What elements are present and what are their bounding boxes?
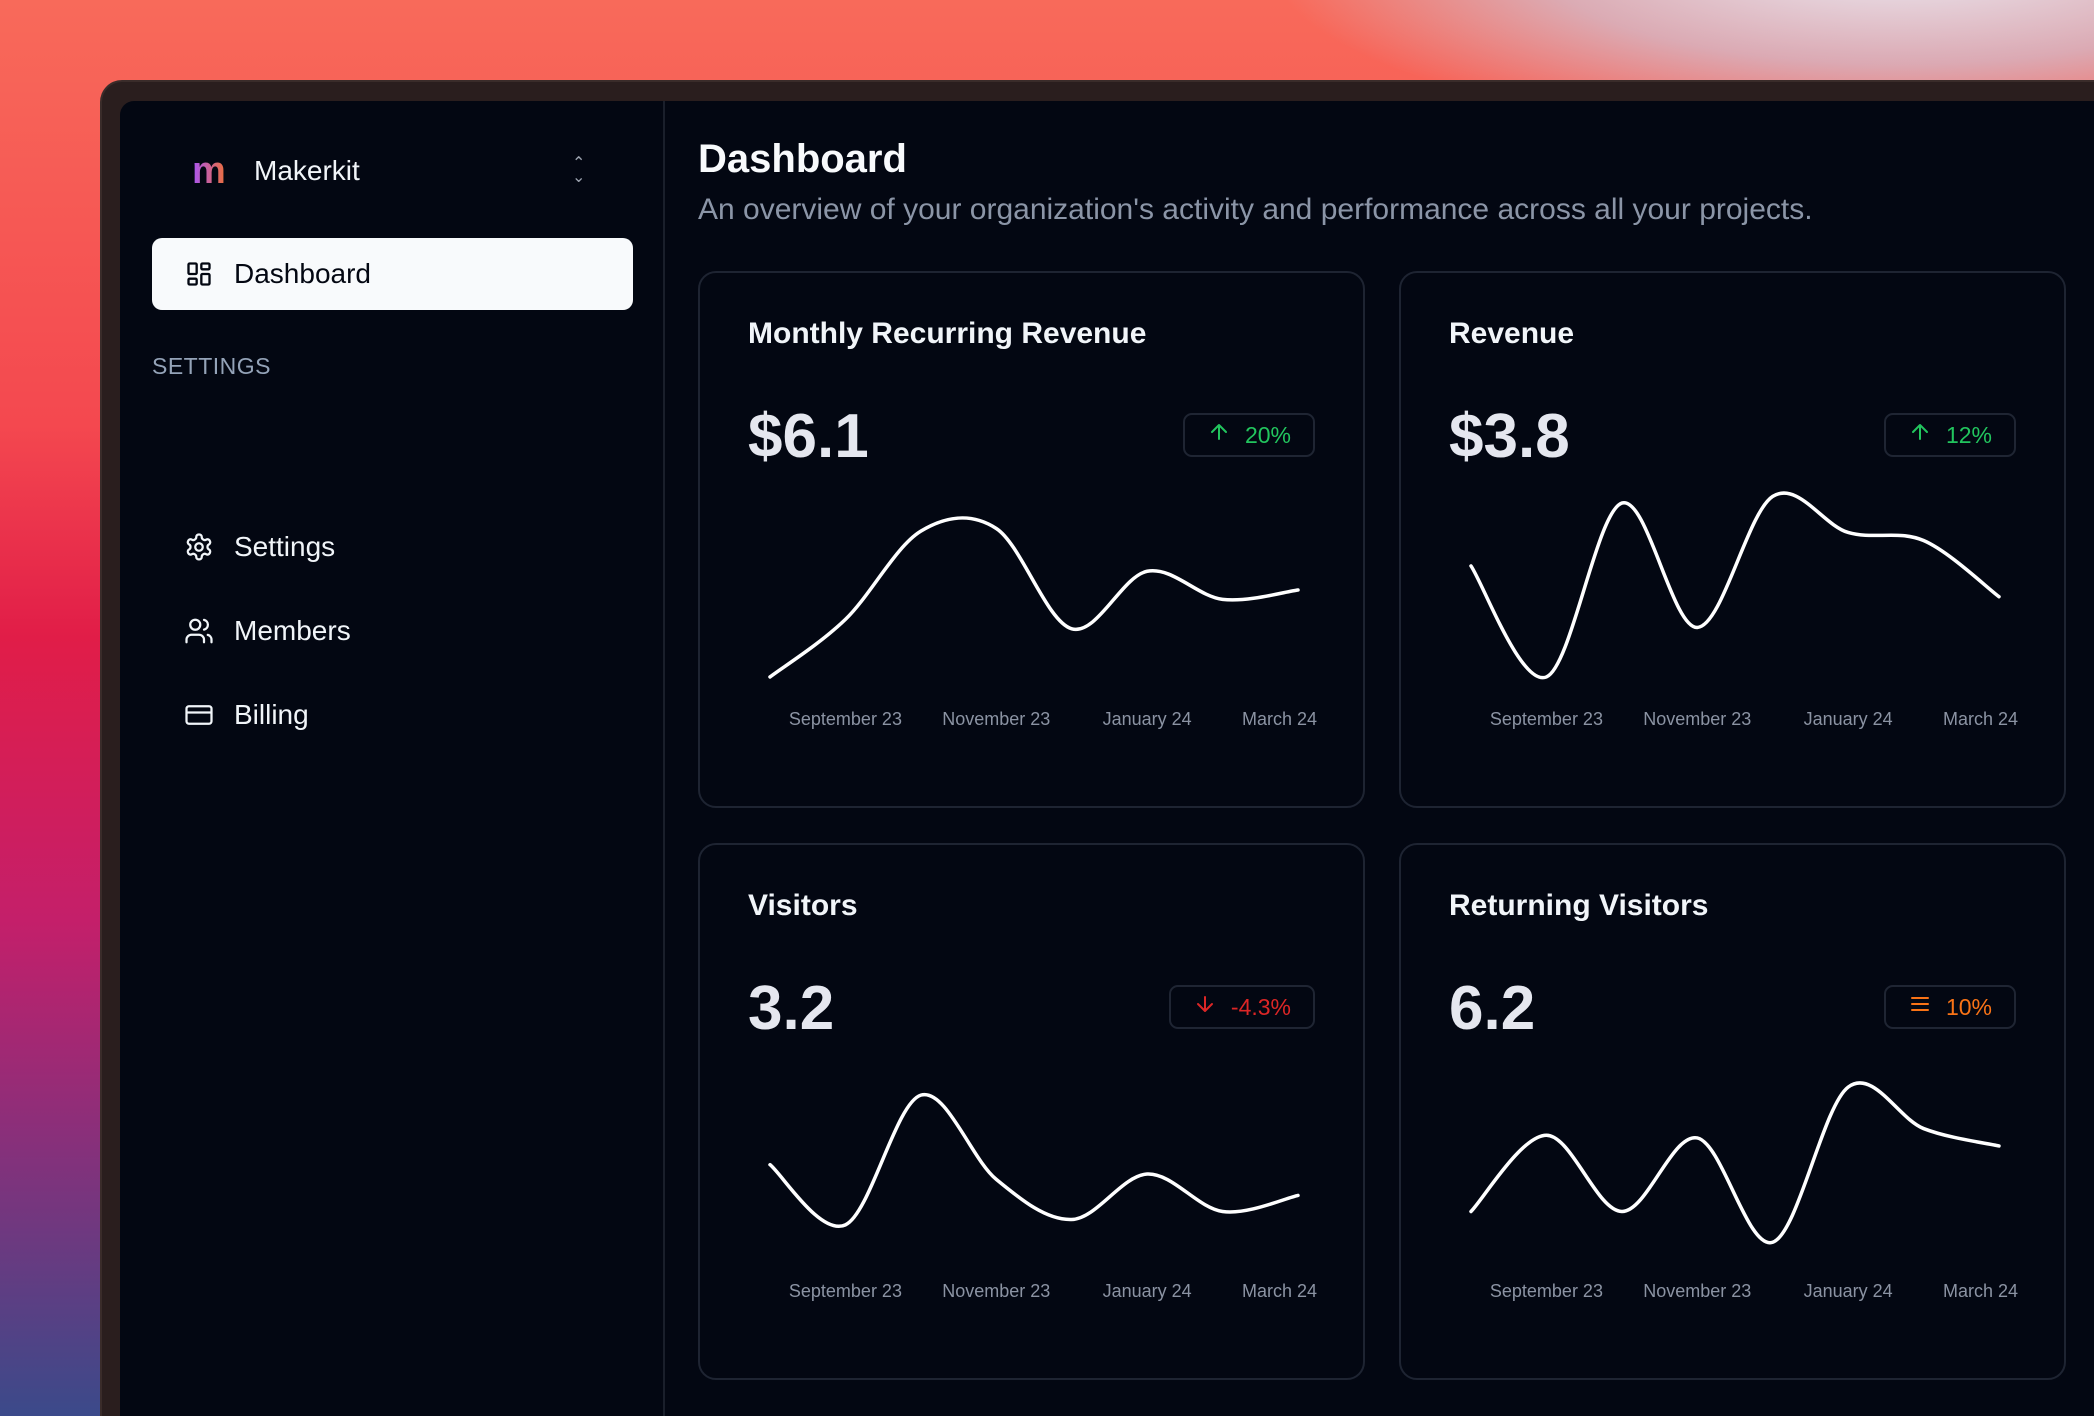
x-axis: September 23 November 23 January 24 March 2… — [1401, 1281, 2064, 1311]
series-line — [1469, 1081, 2001, 1245]
x-axis: September 23 November 23 January 24 March 2… — [700, 1281, 1363, 1311]
x-tick-label: November 23 — [1643, 1281, 1752, 1301]
arrow-up-icon — [1908, 420, 1932, 450]
metric-value: $6.1 — [748, 402, 869, 471]
trend-badge: 12% — [1883, 413, 2016, 457]
sidebar-item-settings[interactable]: Settings — [184, 517, 335, 577]
x-tick-label: January 24 — [1803, 1281, 1893, 1301]
x-tick-label: March 24 — [1241, 1281, 1317, 1301]
menu-lines-icon — [1908, 992, 1932, 1022]
card-title: Revenue — [1449, 317, 1575, 350]
trend-change: 12% — [1945, 421, 1992, 448]
series-line — [768, 1093, 1300, 1229]
line-chart — [768, 1093, 1300, 1229]
org-switcher[interactable]: m Makerkit ⌃ ⌄ — [192, 151, 632, 191]
metric-card: Revenue $3.8 12% September 23 November 23… — [1399, 271, 2066, 808]
sidebar-item-label: Dashboard — [234, 258, 371, 289]
trend-badge: 20% — [1182, 413, 1315, 457]
x-tick-label: March 24 — [1942, 1281, 2018, 1301]
metric-value: 3.2 — [748, 974, 835, 1043]
series-line — [1469, 491, 2001, 680]
x-tick-label: September 23 — [1489, 709, 1603, 729]
main-content: Dashboard An overview of your organizati… — [698, 101, 2094, 1416]
x-axis: September 23 November 23 January 24 March 2… — [700, 709, 1363, 739]
x-tick-label: January 24 — [1803, 709, 1893, 729]
x-tick-label: November 23 — [1643, 709, 1752, 729]
page-title: Dashboard — [698, 137, 907, 181]
sidebar-item-members[interactable]: Members — [184, 601, 351, 661]
trend-badge: -4.3% — [1168, 985, 1315, 1029]
series-line — [768, 516, 1300, 679]
gear-icon — [184, 532, 214, 562]
org-name: Makerkit — [254, 155, 360, 186]
metric-card: Returning Visitors 6.2 10% September 23 N… — [1399, 843, 2066, 1380]
users-icon — [184, 616, 214, 646]
page-subtitle: An overview of your organization's activ… — [698, 193, 1813, 226]
x-axis: September 23 November 23 January 24 March 2… — [1401, 709, 2064, 739]
card-title: Returning Visitors — [1449, 889, 1709, 922]
chevron-up-down-icon[interactable]: ⌃ ⌄ — [572, 155, 586, 186]
sidebar-item-label: Settings — [234, 531, 336, 562]
line-chart — [768, 516, 1300, 679]
trend-change: 10% — [1945, 993, 1992, 1020]
app-window: m Makerkit ⌃ ⌄ Dashboard SETTINGS Setting… — [120, 101, 2094, 1416]
makerkit-logo: m — [192, 152, 232, 190]
card-title: Monthly Recurring Revenue — [748, 317, 1147, 350]
arrow-down-icon — [1193, 992, 1217, 1022]
metric-card: Monthly Recurring Revenue $6.1 20% Septe… — [698, 271, 1365, 808]
line-chart — [1469, 1081, 2001, 1245]
x-tick-label: January 24 — [1102, 709, 1192, 729]
x-tick-label: January 24 — [1102, 1281, 1192, 1301]
credit-card-icon — [184, 700, 214, 730]
sidebar-item-label: Billing — [234, 699, 309, 730]
x-tick-label: September 23 — [1489, 1281, 1603, 1301]
x-tick-label: March 24 — [1241, 709, 1317, 729]
x-tick-label: September 23 — [788, 709, 902, 729]
dashboard-grid-icon — [184, 259, 214, 289]
x-tick-label: September 23 — [788, 1281, 902, 1301]
card-title: Visitors — [748, 889, 858, 922]
metric-value: $3.8 — [1449, 402, 1570, 471]
x-tick-label: November 23 — [942, 1281, 1051, 1301]
sidebar-item-billing[interactable]: Billing — [184, 685, 309, 745]
trend-change: -4.3% — [1230, 993, 1291, 1020]
metric-card: Visitors 3.2 -4.3% September 23 November … — [698, 843, 1365, 1380]
sidebar-item-label: Members — [234, 615, 351, 646]
settings-section-label: SETTINGS — [152, 353, 272, 379]
trend-change: 20% — [1244, 421, 1291, 448]
sidebar-item-dashboard[interactable]: Dashboard — [152, 238, 633, 310]
x-tick-label: November 23 — [942, 709, 1051, 729]
sidebar: m Makerkit ⌃ ⌄ Dashboard SETTINGS Setting… — [120, 101, 665, 1416]
metric-value: 6.2 — [1449, 974, 1536, 1043]
x-tick-label: March 24 — [1942, 709, 2018, 729]
trend-badge: 10% — [1883, 985, 2016, 1029]
arrow-up-icon — [1207, 420, 1231, 450]
line-chart — [1469, 491, 2001, 680]
